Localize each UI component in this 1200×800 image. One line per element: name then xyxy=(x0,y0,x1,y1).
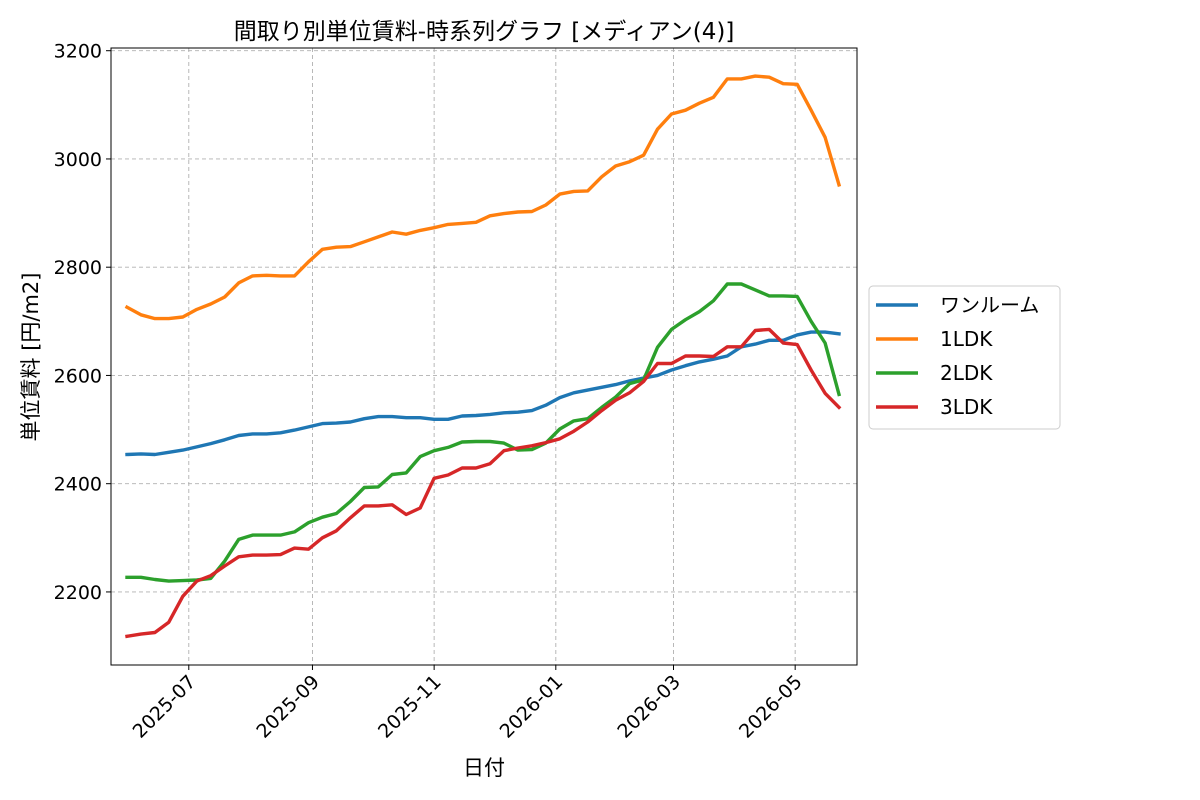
y-axis-title: 単位賃料 [円/m2] xyxy=(19,273,43,442)
legend: ワンルーム 1LDK 2LDK 3LDK xyxy=(868,285,1061,430)
y-tick-label: 3000 xyxy=(54,149,102,171)
series-line-2 xyxy=(125,282,842,583)
series-lines xyxy=(124,74,842,639)
y-tick-label: 2600 xyxy=(54,365,102,387)
plot-frame xyxy=(110,47,858,666)
x-axis-title: 日付 xyxy=(463,756,505,780)
y-tick-label: 2400 xyxy=(54,474,102,496)
y-tick-label: 2800 xyxy=(54,257,102,279)
y-axis: 2200 2400 2600 2800 3000 3200 xyxy=(54,41,111,604)
legend-box xyxy=(868,285,1061,430)
chart-title: 間取り別単位賃料-時系列グラフ [メディアン(4)] xyxy=(234,19,735,45)
series-line-3 xyxy=(125,327,842,639)
y-tick-label: 3200 xyxy=(54,41,102,63)
legend-label: 3LDK xyxy=(940,395,993,419)
series-line-1 xyxy=(124,74,842,321)
legend-label: ワンルーム xyxy=(940,293,1039,317)
legend-label: 2LDK xyxy=(940,361,993,385)
grid-lines xyxy=(111,48,857,665)
series-line-0 xyxy=(125,330,841,457)
legend-label: 1LDK xyxy=(940,327,993,351)
y-tick-label: 2200 xyxy=(54,582,102,604)
